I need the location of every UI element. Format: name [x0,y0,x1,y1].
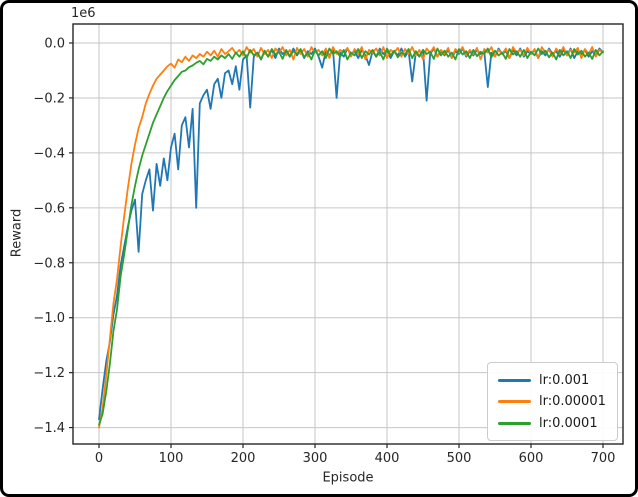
x-tick-label: 300 [303,451,328,466]
legend-label: lr:0.0001 [539,415,598,431]
x-tick-label: 400 [375,451,400,466]
x-tick-label: 700 [591,451,616,466]
y-axis-offset-label: 1e6 [71,6,96,21]
y-tick-label: −0.6 [33,201,65,216]
series-line-lr-0.00001 [98,46,604,429]
axes-spines [72,23,624,445]
y-tick-label: −0.2 [33,91,65,106]
y-tick-label: 0.0 [44,37,65,52]
legend-entry: lr:0.00001 [498,394,609,409]
legend-label: lr:0.00001 [539,394,606,409]
x-tick-label: 0 [95,451,103,466]
legend-line-swatch-green [498,421,531,425]
x-tick-label: 100 [159,451,184,466]
legend-line-swatch-blue [498,378,531,382]
x-tick-label: 600 [519,451,544,466]
y-tick-label: −1.0 [33,311,65,326]
legend-line-swatch-orange [498,400,531,403]
legend-entry: lr:0.001 [498,373,609,388]
x-tick-label: 500 [447,451,472,466]
x-tick-label: 200 [231,451,256,466]
legend-entry: lr:0.0001 [498,416,609,431]
y-tick-label: −1.4 [33,421,65,436]
y-tick-label: −0.8 [33,256,65,271]
y-axis-title: Reward [9,208,25,258]
series-line-lr-0.0001 [98,47,604,426]
y-tick-label: −0.4 [33,146,65,161]
legend-label: lr:0.001 [539,372,590,388]
y-tick-label: −1.2 [33,366,65,381]
legend: lr:0.001 lr:0.00001 lr:0.0001 [487,362,618,441]
x-axis-title: Episode [322,470,374,486]
